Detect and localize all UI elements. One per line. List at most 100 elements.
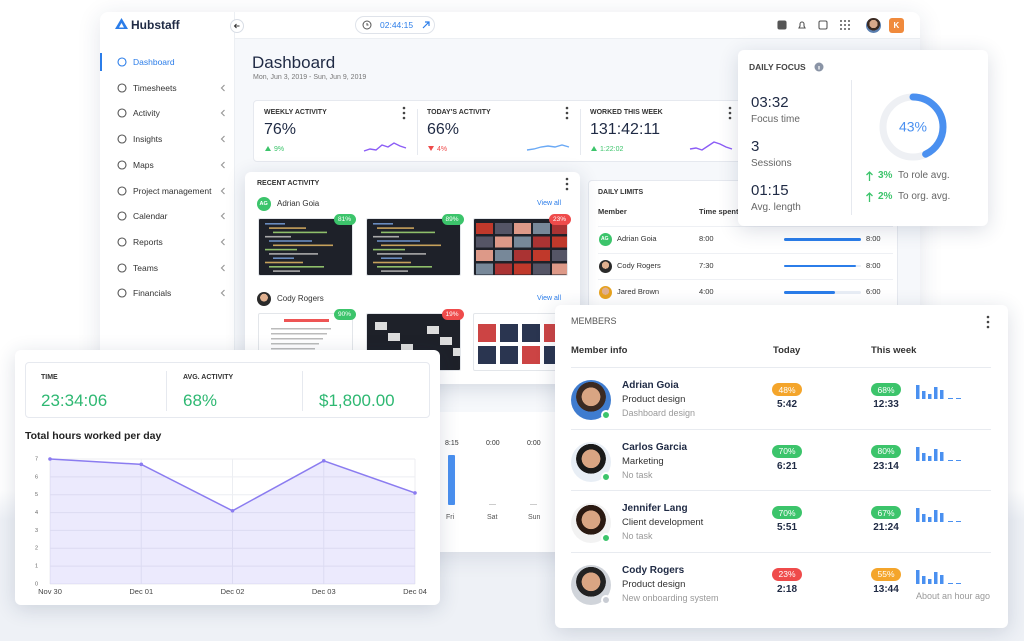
card-title: RECENT ACTIVITY (257, 180, 320, 187)
member-name: Adrian Goia (622, 380, 679, 391)
chevron (220, 187, 225, 194)
sidebar-item[interactable]: Timesheets (100, 79, 235, 97)
status-dot (601, 410, 611, 420)
chevron-icon (220, 238, 225, 246)
mini-bar (934, 571, 938, 584)
day-total: 0:00 (527, 440, 541, 447)
sidebar-item[interactable]: Insights (100, 130, 235, 148)
sidebar-item[interactable]: Financials (100, 284, 235, 302)
more-menu[interactable] (728, 106, 732, 120)
members-card: MEMBERS Member info Today This week Adrian G… (555, 305, 1008, 628)
thumb (514, 236, 531, 248)
screenshot-content (265, 223, 333, 272)
comparison-change: 3% (878, 170, 893, 181)
sidebar-item[interactable]: Calendar (100, 207, 235, 225)
activity-pill: 80% (871, 444, 901, 458)
card-title: DAILY LIMITS (598, 189, 644, 196)
org-badge[interactable]: K (889, 18, 904, 33)
dot (565, 106, 569, 110)
sidebar-item[interactable]: Maps (100, 156, 235, 174)
avatar-photo (599, 286, 612, 299)
divider (166, 371, 167, 411)
stat-value: 76% (264, 121, 297, 138)
clock-hand (366, 23, 369, 26)
point (413, 491, 417, 495)
trend-arrow (428, 146, 434, 151)
activity-badge: 19% (441, 309, 464, 320)
toolbar-icon[interactable] (777, 20, 787, 30)
activity-badge: 23% (549, 214, 571, 225)
member-task: New onboarding system (622, 592, 719, 603)
logo-icon (115, 18, 128, 29)
activity-pill: 23% (772, 567, 802, 581)
code-line (269, 240, 312, 242)
icon-shape (117, 83, 127, 93)
more-menu[interactable] (565, 106, 569, 120)
day-label: Sun (528, 514, 541, 521)
sidebar-icon (117, 57, 127, 67)
day-label: Fri (446, 514, 455, 521)
chevron (220, 212, 225, 220)
sidebar-label: Insights (133, 134, 163, 145)
sidebar-item[interactable]: Dashboard (100, 53, 235, 71)
thumb (476, 223, 493, 234)
view-all-link[interactable]: View all (537, 295, 561, 302)
icon-shape (117, 108, 127, 118)
mini-dash (948, 521, 953, 522)
more-menu[interactable] (986, 315, 990, 329)
tracked-time: 5:42 (776, 399, 797, 410)
tracked-time: 12:33 (873, 399, 899, 410)
toolbar-icon[interactable] (840, 20, 850, 30)
time-limit: 8:00 (866, 234, 881, 243)
focus-donut: 43% (879, 93, 947, 161)
toolbar-icon[interactable] (797, 20, 807, 30)
avatar-photo (599, 259, 612, 273)
column-header: Today (773, 345, 801, 356)
comparison-label: To role avg. (898, 170, 950, 181)
screenshot[interactable] (365, 218, 461, 276)
mini-dash (948, 459, 953, 461)
sidebar-item[interactable]: Project management (100, 182, 235, 200)
view-all-link[interactable]: View all (537, 200, 561, 207)
member-name: Cody Rogers (277, 294, 324, 303)
thumb (552, 250, 567, 261)
mini-bar (940, 513, 944, 522)
sidebar-item[interactable]: Teams (100, 259, 235, 277)
screenshot[interactable] (258, 218, 353, 276)
stat-value: 66% (427, 121, 460, 138)
summary-value: 68% (183, 391, 218, 410)
screenshot[interactable] (473, 313, 568, 371)
row-divider (571, 367, 991, 368)
divider (851, 80, 852, 215)
chevron (220, 109, 225, 117)
chevron-icon (220, 161, 225, 169)
sidebar-item[interactable]: Activity (100, 104, 235, 122)
sparkline-line (689, 141, 733, 151)
day-empty (530, 504, 537, 505)
activity-badge: 81% (334, 214, 356, 225)
mini-bar (934, 387, 938, 399)
weekly-bars (916, 446, 961, 461)
member-name: Adrian Goia (617, 234, 657, 243)
sparkline (363, 142, 407, 152)
chevron-icon (220, 135, 225, 143)
more-menu[interactable] (565, 177, 569, 191)
code-line (269, 253, 318, 255)
screenshot[interactable] (473, 218, 568, 276)
collapse-button[interactable] (230, 19, 244, 33)
dot (402, 106, 406, 110)
comparison-change: 2% (878, 191, 893, 202)
code-line (372, 261, 411, 264)
dot (565, 116, 569, 120)
toolbar-icon[interactable] (818, 20, 828, 30)
last-seen: About an hour ago (916, 590, 991, 601)
avatar-photo (257, 292, 271, 306)
sidebar-item[interactable]: Reports (100, 233, 235, 251)
more-menu[interactable] (402, 106, 406, 120)
tracked-time: 5:51 (776, 522, 797, 533)
tracked-time: 6:21 (776, 460, 797, 472)
timer-pill[interactable]: 02:44:15 (355, 16, 435, 34)
activity-percent: 67% (877, 507, 895, 518)
user-photo[interactable] (866, 18, 881, 33)
